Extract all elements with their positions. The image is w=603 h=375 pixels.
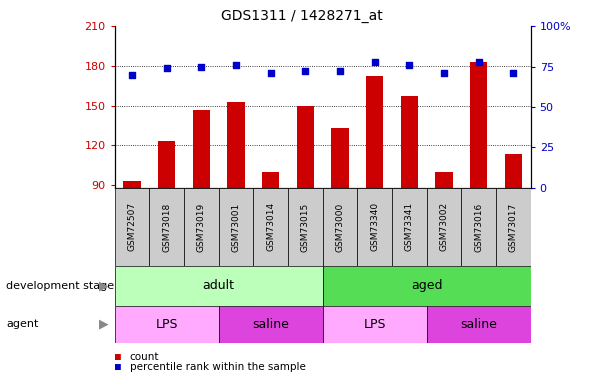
Text: saline: saline [252,318,289,331]
Bar [366,76,384,188]
Text: count: count [130,352,159,362]
Bar [496,188,531,266]
Bar [392,188,427,266]
Text: GSM72507: GSM72507 [127,202,136,251]
Bar [323,188,357,266]
Text: GSM73340: GSM73340 [370,202,379,251]
Text: GSM73016: GSM73016 [474,202,483,252]
Bar [219,188,253,266]
Text: percentile rank within the sample: percentile rank within the sample [130,362,306,372]
Text: ■: ■ [115,362,121,372]
Text: LPS: LPS [156,318,178,331]
Point [300,68,310,74]
Bar [219,306,323,343]
Point [127,72,137,78]
Text: GSM73014: GSM73014 [266,202,275,251]
Bar [150,188,184,266]
Bar [288,188,323,266]
Bar [435,172,453,188]
Bar [357,188,392,266]
Bar [323,266,531,306]
Bar [115,306,218,343]
Bar [115,266,323,306]
Bar [227,102,245,188]
Point [231,62,241,68]
Point [162,65,171,71]
Bar [505,154,522,188]
Bar [184,188,218,266]
Bar [331,128,349,188]
Bar [427,188,461,266]
Text: GSM73019: GSM73019 [197,202,206,252]
Text: GSM73000: GSM73000 [335,202,344,252]
Text: GSM73002: GSM73002 [440,202,449,251]
Text: development stage: development stage [6,281,114,291]
Bar [262,172,279,188]
Text: agent: agent [6,320,39,329]
Text: saline: saline [460,318,497,331]
Text: aged: aged [411,279,443,292]
Bar [470,62,487,188]
Bar [192,110,210,188]
Point [266,70,276,76]
Bar [115,188,150,266]
Text: GSM73001: GSM73001 [232,202,241,252]
Point [474,59,484,65]
Text: GSM73015: GSM73015 [301,202,310,252]
Text: GSM73017: GSM73017 [509,202,518,252]
Bar [253,188,288,266]
Bar [297,105,314,188]
Point [335,68,345,74]
Bar [323,306,427,343]
Text: ■: ■ [115,352,121,362]
Bar [427,306,531,343]
Bar [158,141,175,188]
Point [508,70,518,76]
Bar [461,188,496,266]
Bar [400,96,418,188]
Text: ▶: ▶ [99,279,109,292]
Text: adult: adult [203,279,235,292]
Point [405,62,414,68]
Point [439,70,449,76]
Text: LPS: LPS [364,318,386,331]
Point [370,59,379,65]
Text: GSM73341: GSM73341 [405,202,414,251]
Point [197,63,206,70]
Bar [123,181,140,188]
Text: GDS1311 / 1428271_at: GDS1311 / 1428271_at [221,9,382,23]
Text: GSM73018: GSM73018 [162,202,171,252]
Text: ▶: ▶ [99,318,109,331]
